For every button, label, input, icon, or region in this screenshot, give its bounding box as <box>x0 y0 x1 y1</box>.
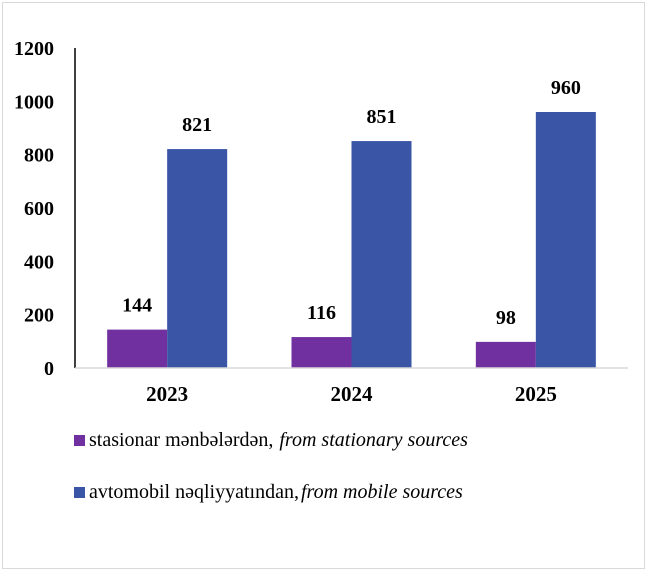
data-label: 821 <box>182 114 212 136</box>
data-label: 960 <box>551 77 581 99</box>
y-tick-label: 1000 <box>14 91 54 113</box>
data-label: 144 <box>122 295 152 317</box>
y-tick-label: 800 <box>24 145 54 167</box>
data-labels: 144 821 116 851 98 960 <box>122 77 581 329</box>
y-tick-label: 600 <box>24 198 54 220</box>
bars <box>107 112 596 368</box>
data-label: 98 <box>496 307 516 329</box>
category-label: 2024 <box>331 382 374 406</box>
legend-label-mobile-en: from mobile sources <box>300 481 463 503</box>
legend-swatch-stationary <box>74 435 85 446</box>
bar-stationary-2023 <box>107 329 168 368</box>
legend-item-stationary: stasionar mənbələrdən, from stationary s… <box>74 429 468 452</box>
data-label: 851 <box>367 106 397 128</box>
data-label: 116 <box>307 302 336 324</box>
y-tick-label: 400 <box>24 251 54 273</box>
bar-mobile-2023 <box>167 149 228 368</box>
y-tick-label: 200 <box>24 305 54 327</box>
legend-label-stationary-en: from stationary sources <box>279 429 468 451</box>
y-tick-label: 1200 <box>14 38 54 60</box>
bar-mobile-2024 <box>351 141 412 368</box>
y-axis-ticks: 0 200 400 600 800 1000 1200 <box>14 38 54 380</box>
bar-stationary-2024 <box>291 337 352 368</box>
legend-item-mobile: avtomobil nəqliyyatından, from mobile so… <box>74 481 463 504</box>
bar-mobile-2025 <box>535 112 596 368</box>
legend-label-stationary: stasionar mənbələrdən, <box>89 429 274 451</box>
category-labels: 2023 2024 2025 <box>146 382 557 406</box>
category-label: 2025 <box>515 382 557 406</box>
category-label: 2023 <box>146 382 188 406</box>
legend-label-mobile: avtomobil nəqliyyatından, <box>89 481 299 503</box>
y-tick-label: 0 <box>44 358 54 380</box>
bar-stationary-2025 <box>475 341 536 368</box>
legend-swatch-mobile <box>74 487 85 498</box>
